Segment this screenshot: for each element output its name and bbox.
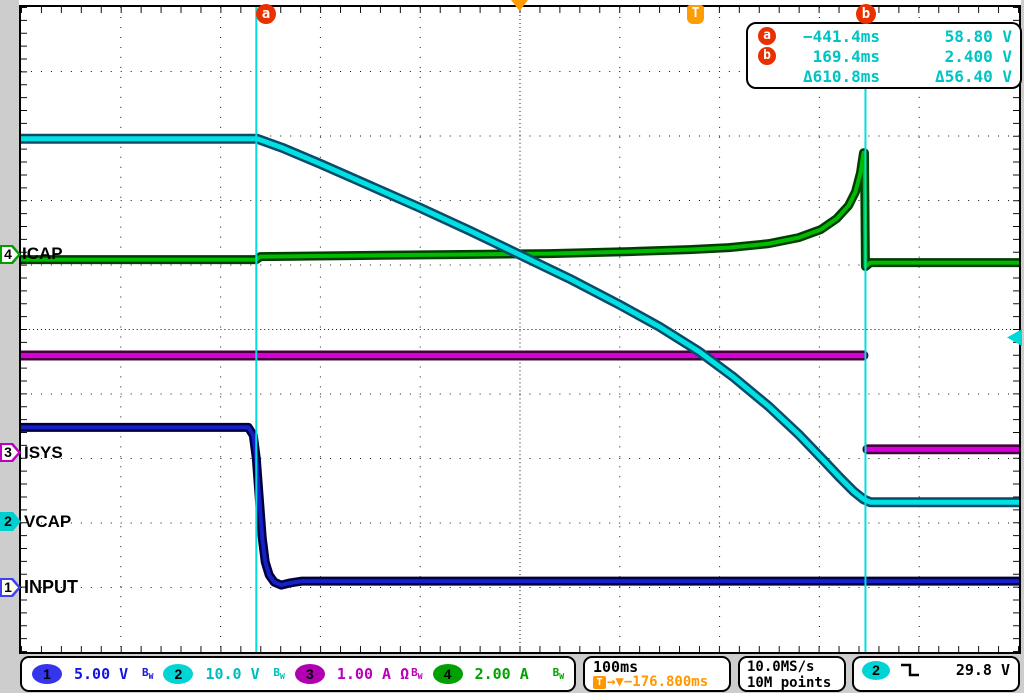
cursor-delta-time: Δ610.8ms <box>802 66 880 86</box>
channel-3-reference-marker[interactable]: 3 <box>0 443 21 462</box>
cursor-delta-row: Δ610.8ms Δ56.40 V <box>752 66 1012 86</box>
cursor-a-time: −441.4ms <box>802 26 880 46</box>
channel-1-badge[interactable]: 1 <box>32 664 62 684</box>
channel-2-bandwidth-icon: BW <box>273 666 285 682</box>
cursor-a-row: a −441.4ms 58.80 V <box>752 26 1012 46</box>
channel-1-readout[interactable]: 1 5.00 V BW <box>32 664 163 684</box>
channel-3-scale: 1.00 A Ω <box>336 665 410 683</box>
channel-4-badge[interactable]: 4 <box>432 664 463 684</box>
channel-3-bandwidth-icon: BW <box>411 666 423 682</box>
channel-4-marker-fill <box>2 247 18 262</box>
channel-4-readout[interactable]: 4 2.00 A BW <box>432 664 565 684</box>
cursor-readout-box: a −441.4ms 58.80 V b 169.4ms 2.400 V Δ61… <box>746 22 1022 89</box>
screen-left-margin <box>0 0 19 655</box>
channel-3-marker-fill <box>2 445 18 460</box>
trace-label-isys: ISYS <box>24 443 63 462</box>
falling-edge-icon <box>901 663 919 677</box>
trigger-arrow-icon: →▼ <box>607 674 624 690</box>
channel-2-badge[interactable]: 2 <box>163 664 194 684</box>
channel-1-bandwidth-icon: BW <box>141 666 154 682</box>
trigger-source-badge: 2 <box>862 661 890 680</box>
trace-label-vcap: VCAP <box>24 512 72 531</box>
cursor-delta-value: Δ56.40 V <box>934 66 1012 86</box>
channel-2-marker-fill <box>2 514 18 529</box>
channel-1-scale: 5.00 V <box>74 665 129 683</box>
cursor-a-badge: a <box>758 27 776 45</box>
channel-1-marker-number: 1 <box>4 579 12 595</box>
trigger-position-flag[interactable]: T <box>687 5 704 24</box>
channel-3-badge[interactable]: 3 <box>294 664 325 684</box>
channel-2-readout[interactable]: 2 10.0 V BW <box>163 664 294 684</box>
cursor-b-value: 2.400 V <box>944 46 1012 66</box>
channel-2-reference-marker[interactable]: 2 <box>0 512 21 531</box>
channel-2-scale: 10.0 V <box>205 665 260 683</box>
trace-label-icap: ICAP <box>22 244 63 263</box>
timebase-readout[interactable]: 100ms T →▼ −176.800ms <box>583 656 731 692</box>
cursor-b-badge: b <box>758 47 776 65</box>
sample-rate: 10.0MS/s <box>747 659 815 675</box>
trace-label-input: INPUT <box>24 577 78 597</box>
screen-right-margin <box>1021 0 1024 655</box>
channel-1-reference-marker[interactable]: 1 <box>0 578 21 597</box>
cursor-a-handle[interactable]: a <box>256 4 276 24</box>
channel-4-bandwidth-icon: BW <box>552 666 565 682</box>
trigger-t-icon: T <box>593 676 606 689</box>
record-length: 10M points <box>747 675 832 691</box>
channel-3-readout[interactable]: 3 1.00 A Ω BW <box>294 664 433 684</box>
trigger-level-value: 29.8 V <box>955 661 1010 679</box>
channel-4-scale: 2.00 A <box>474 665 529 683</box>
trigger-readout[interactable]: 2 29.8 V <box>852 656 1020 692</box>
waveform-plot <box>21 7 1019 652</box>
channel-4-reference-marker[interactable]: 4 <box>0 245 21 264</box>
cursor-b-handle[interactable]: b <box>856 4 876 24</box>
acquisition-readout[interactable]: 10.0MS/s 10M points <box>738 656 846 692</box>
trigger-delay-value: −176.800ms <box>623 674 709 690</box>
expansion-point-icon[interactable] <box>511 0 528 11</box>
timebase-scale: 100ms <box>593 658 639 676</box>
channel-1-marker-fill <box>2 580 18 595</box>
channel-scale-readouts: 1 5.00 V BW 2 10.0 V BW 3 1.00 A Ω BW 4 … <box>20 656 576 692</box>
cursor-b-time: 169.4ms <box>812 46 880 66</box>
cursor-a-value: 58.80 V <box>944 26 1012 46</box>
channel-3-marker-number: 3 <box>4 444 12 460</box>
cursor-b-row: b 169.4ms 2.400 V <box>752 46 1012 66</box>
channel-4-marker-number: 4 <box>4 246 12 262</box>
graticule <box>19 5 1021 654</box>
trigger-delay-readout: T →▼ −176.800ms <box>593 675 729 690</box>
channel-2-marker-number: 2 <box>4 513 12 529</box>
